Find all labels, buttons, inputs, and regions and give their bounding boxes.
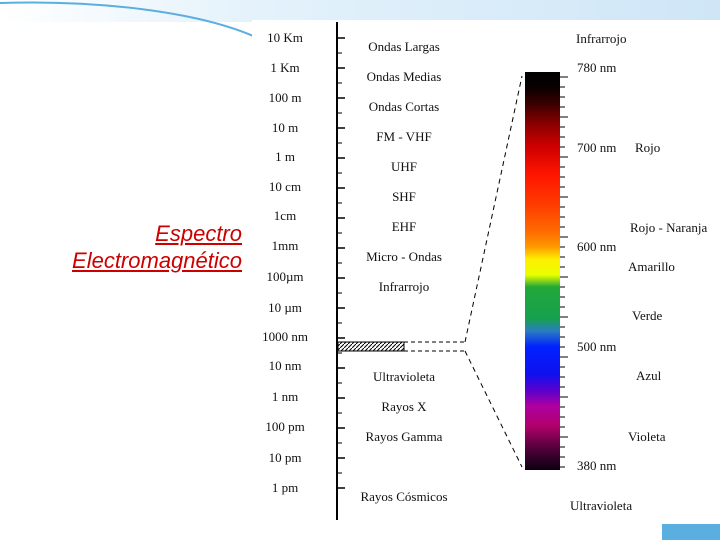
color-name-label: Rojo (635, 140, 661, 155)
wavelength-label: 1000 nm (262, 329, 308, 344)
color-name-label: Amarillo (628, 259, 675, 274)
color-name-label: Rojo - Naranja (630, 220, 708, 235)
visible-region-marker (337, 341, 405, 352)
zoom-line-bottom (464, 350, 523, 468)
band-label: Ondas Medias (366, 69, 442, 84)
diagram-panel (252, 20, 720, 520)
wavelength-label: 10 Km (267, 30, 303, 45)
corner-block (662, 524, 720, 540)
band-label: Rayos X (381, 399, 427, 414)
wavelength-label: 10 pm (268, 450, 302, 465)
visible-spectrum-bar (525, 72, 560, 470)
wavelength-label: 1cm (273, 208, 297, 223)
wavelength-nm-label: 780 nm (577, 60, 617, 75)
wavelength-label: 1 Km (270, 60, 300, 75)
band-label: Micro - Ondas (366, 249, 442, 264)
slide-title: Espectro Electromagnético (0, 220, 248, 274)
wavelength-label: 100µm (266, 269, 304, 284)
wavelength-nm-label: 500 nm (577, 339, 617, 354)
wavelength-label: 1mm (271, 238, 299, 253)
slide-title-line2: Electromagnético (72, 248, 242, 273)
band-label: SHF (392, 189, 416, 204)
band-label: Rayos Gamma (365, 429, 443, 444)
color-name-label: Verde (632, 308, 663, 323)
ruler-ticks (337, 37, 345, 489)
wavelength-label: 10 m (271, 120, 299, 135)
wavelength-nm-label: 600 nm (577, 239, 617, 254)
ultraviolet-edge-label: Ultravioleta (570, 498, 633, 513)
color-name-label: Violeta (628, 429, 666, 444)
band-label: Infrarrojo (378, 279, 430, 294)
band-label: UHF (390, 159, 417, 174)
band-label: EHF (391, 219, 417, 234)
color-name-label: Azul (636, 368, 662, 383)
wavelength-label: 100 m (268, 90, 302, 105)
wavelength-label: 1 pm (271, 480, 299, 495)
wavelength-label: 10 nm (268, 358, 302, 373)
band-label: Rayos Cósmicos (360, 489, 448, 504)
zoom-line-top (464, 75, 523, 343)
band-label: Ondas Cortas (368, 99, 440, 114)
header-band (0, 0, 720, 22)
wavelength-nm-label: 700 nm (577, 140, 617, 155)
wavelength-label: 10 µm (268, 300, 302, 315)
wavelength-nm-label: 380 nm (577, 458, 617, 473)
band-label: FM - VHF (376, 129, 432, 144)
wavelength-label: 1 m (275, 149, 295, 164)
wavelength-label: 10 cm (268, 179, 302, 194)
header-curve (0, 1, 263, 41)
infrared-edge-label: Infrarrojo (576, 31, 627, 46)
wavelength-label: 100 pm (265, 419, 305, 434)
wavelength-label: 1 nm (271, 389, 299, 404)
slide-title-line1: Espectro (155, 221, 242, 246)
spectrum-ticks (560, 76, 568, 468)
band-label: Ondas Largas (368, 39, 440, 54)
band-label: Ultravioleta (372, 369, 436, 384)
